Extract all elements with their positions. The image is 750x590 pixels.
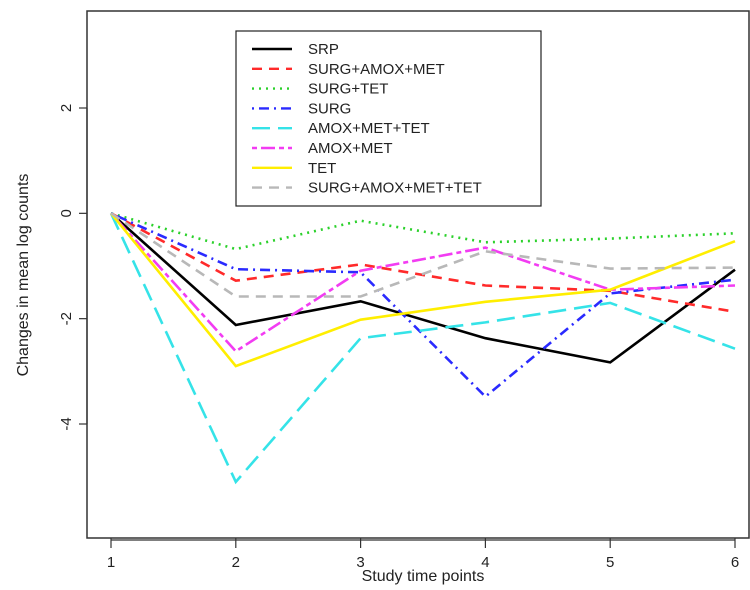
y-tick-label: 0	[58, 209, 75, 217]
legend-label: AMOX+MET+TET	[308, 120, 430, 137]
series-line-3	[110, 212, 736, 251]
series-line-8	[110, 212, 736, 298]
y-tick-label: -4	[58, 417, 75, 430]
y-axis-label: Changes in mean log counts	[15, 174, 32, 377]
series-line-5	[109, 212, 736, 485]
x-axis-label: Study time points	[362, 568, 485, 585]
series-line-4	[110, 212, 736, 399]
series-line-6	[110, 212, 736, 353]
x-tick-label: 3	[356, 554, 364, 571]
legend-label: SURG+AMOX+MET+TET	[308, 180, 482, 197]
legend-label: SURG+AMOX+MET	[308, 61, 445, 78]
legend-label: TET	[308, 160, 336, 177]
x-tick-label: 1	[107, 554, 115, 571]
legend: SRP SURG+AMOX+MET SURG+TET SURG AMOX+MET+TET…	[235, 30, 542, 207]
legend-label: SRP	[308, 41, 339, 58]
legend-label: SURG	[308, 100, 351, 117]
x-tick-label: 5	[606, 554, 614, 571]
y-tick-label: 2	[58, 104, 75, 112]
series-line-1	[110, 212, 736, 364]
y-axis: -4 -2 0 2	[58, 104, 88, 431]
x-tick-label: 6	[731, 554, 739, 571]
x-tick-label: 2	[232, 554, 240, 571]
x-axis: 1 2 3 4 5 6	[107, 538, 739, 571]
legend-label: AMOX+MET	[308, 140, 393, 157]
legend-box	[235, 30, 542, 207]
series-lines	[109, 212, 736, 485]
y-tick-label: -2	[58, 312, 75, 325]
legend-label: SURG+TET	[308, 81, 388, 98]
x-tick-label: 4	[481, 554, 489, 571]
series-line-7	[109, 212, 736, 368]
